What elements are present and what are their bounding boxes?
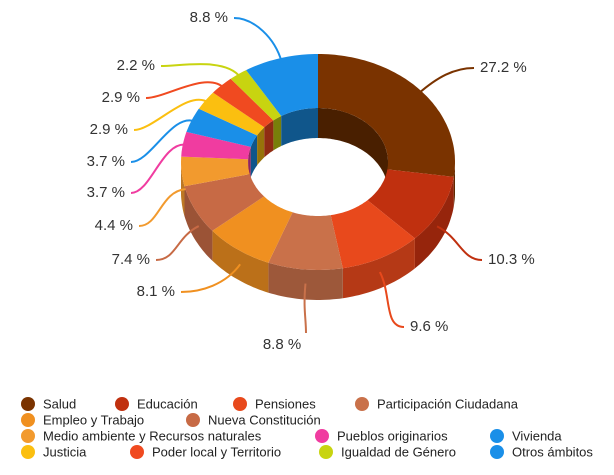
legend-marker: [315, 429, 329, 443]
slice-inner-wall: [250, 135, 258, 177]
leader-line: [378, 271, 405, 328]
legend-label: Empleo y Trabajo: [43, 412, 144, 427]
leader-line: [417, 67, 475, 95]
leader-line: [133, 99, 210, 131]
data-label: 8.8 %: [263, 336, 301, 353]
legend-label: Justicia: [43, 444, 87, 459]
legend-label: Nueva Constitución: [208, 412, 321, 427]
legend-marker: [355, 397, 369, 411]
legend-label: Pueblos originarios: [337, 428, 448, 443]
data-label: 2.2 %: [117, 57, 155, 74]
slice-outer-wall: [268, 262, 343, 300]
slice-outer-wall: [212, 230, 269, 293]
slice-inner-wall: [257, 127, 265, 166]
data-label: 8.8 %: [190, 9, 228, 26]
slice: [181, 131, 251, 160]
data-label: 9.6 %: [410, 318, 448, 335]
legend-label: Igualdad de Género: [341, 444, 456, 459]
leader-line: [303, 283, 307, 334]
legend-marker: [186, 413, 200, 427]
leader-line: [155, 225, 200, 261]
leader-line: [436, 225, 483, 261]
legend-marker: [21, 429, 35, 443]
slice-outer-wall: [342, 238, 415, 299]
leader-line: [160, 63, 242, 79]
legend-label: Pensiones: [255, 396, 316, 411]
slice: [268, 212, 343, 270]
slice-inner-wall: [273, 116, 282, 151]
leader-line: [138, 188, 186, 227]
slice: [184, 174, 265, 231]
slice-inner-wall: [281, 108, 318, 146]
legend-marker: [130, 445, 144, 459]
legend-label: Vivienda: [512, 428, 562, 443]
legend-marker: [115, 397, 129, 411]
leader-line: [233, 17, 283, 63]
legend-label: Educación: [137, 396, 198, 411]
slice-inner-wall: [318, 108, 388, 192]
leader-line: [145, 81, 225, 99]
data-label: 3.7 %: [87, 153, 125, 170]
slice: [330, 200, 415, 269]
slice: [186, 108, 258, 147]
legend-marker: [490, 445, 504, 459]
legend-label: Salud: [43, 396, 76, 411]
data-label: 8.1 %: [137, 283, 175, 300]
legend-label: Participación Ciudadana: [377, 396, 519, 411]
slice-inner-wall: [264, 120, 274, 158]
legend-label: Otros ámbitos: [512, 444, 593, 459]
slice: [318, 54, 455, 177]
legend-marker: [233, 397, 247, 411]
slice: [230, 70, 282, 121]
data-label: 2.9 %: [90, 121, 128, 138]
data-label: 10.3 %: [488, 251, 535, 268]
slice: [212, 196, 293, 263]
legend-marker: [21, 413, 35, 427]
leader-line: [180, 263, 241, 293]
legend-label: Medio ambiente y Recursos naturales: [43, 428, 262, 443]
slice: [181, 156, 250, 187]
slice: [198, 92, 265, 136]
legend-marker: [319, 445, 333, 459]
slice: [367, 169, 454, 239]
leader-line: [130, 119, 196, 163]
data-label: 2.9 %: [102, 89, 140, 106]
legend-marker: [490, 429, 504, 443]
slice: [246, 54, 318, 116]
data-label: 7.4 %: [112, 251, 150, 268]
slice-outer-wall: [453, 162, 455, 207]
data-label: 3.7 %: [87, 184, 125, 201]
data-label: 27.2 %: [480, 59, 527, 76]
slice-outer-wall: [184, 186, 213, 261]
legend-marker: [21, 445, 35, 459]
legend-marker: [21, 397, 35, 411]
data-label: 4.4 %: [95, 217, 133, 234]
slice-outer-wall: [414, 176, 454, 269]
slice: [213, 78, 274, 128]
legend-label: Poder local y Territorio: [152, 444, 281, 459]
leader-line: [130, 143, 188, 194]
